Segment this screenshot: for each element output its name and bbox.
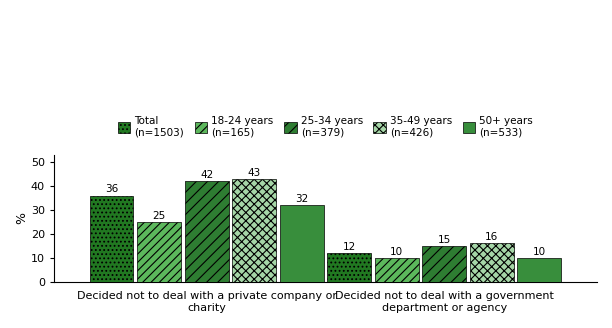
Bar: [375, 258, 419, 282]
Text: 10: 10: [390, 247, 403, 256]
Text: 16: 16: [485, 232, 498, 242]
Bar: [90, 195, 133, 282]
Text: 36: 36: [105, 184, 118, 195]
Bar: [280, 205, 324, 282]
Bar: [422, 246, 466, 282]
Text: 10: 10: [532, 247, 546, 256]
Bar: [233, 179, 276, 282]
Bar: [470, 243, 513, 282]
Text: 43: 43: [248, 168, 261, 178]
Bar: [517, 258, 561, 282]
Text: 32: 32: [295, 194, 308, 204]
Legend: Total
(n=1503), 18-24 years
(n=165), 25-34 years
(n=379), 35-49 years
(n=426), 5: Total (n=1503), 18-24 years (n=165), 25-…: [114, 112, 537, 142]
Y-axis label: %: %: [15, 212, 28, 224]
Text: 15: 15: [438, 235, 451, 245]
Bar: [137, 222, 181, 282]
Text: 12: 12: [343, 242, 356, 252]
Bar: [327, 253, 371, 282]
Bar: [185, 181, 228, 282]
Text: 25: 25: [152, 211, 166, 221]
Text: 42: 42: [200, 170, 214, 180]
